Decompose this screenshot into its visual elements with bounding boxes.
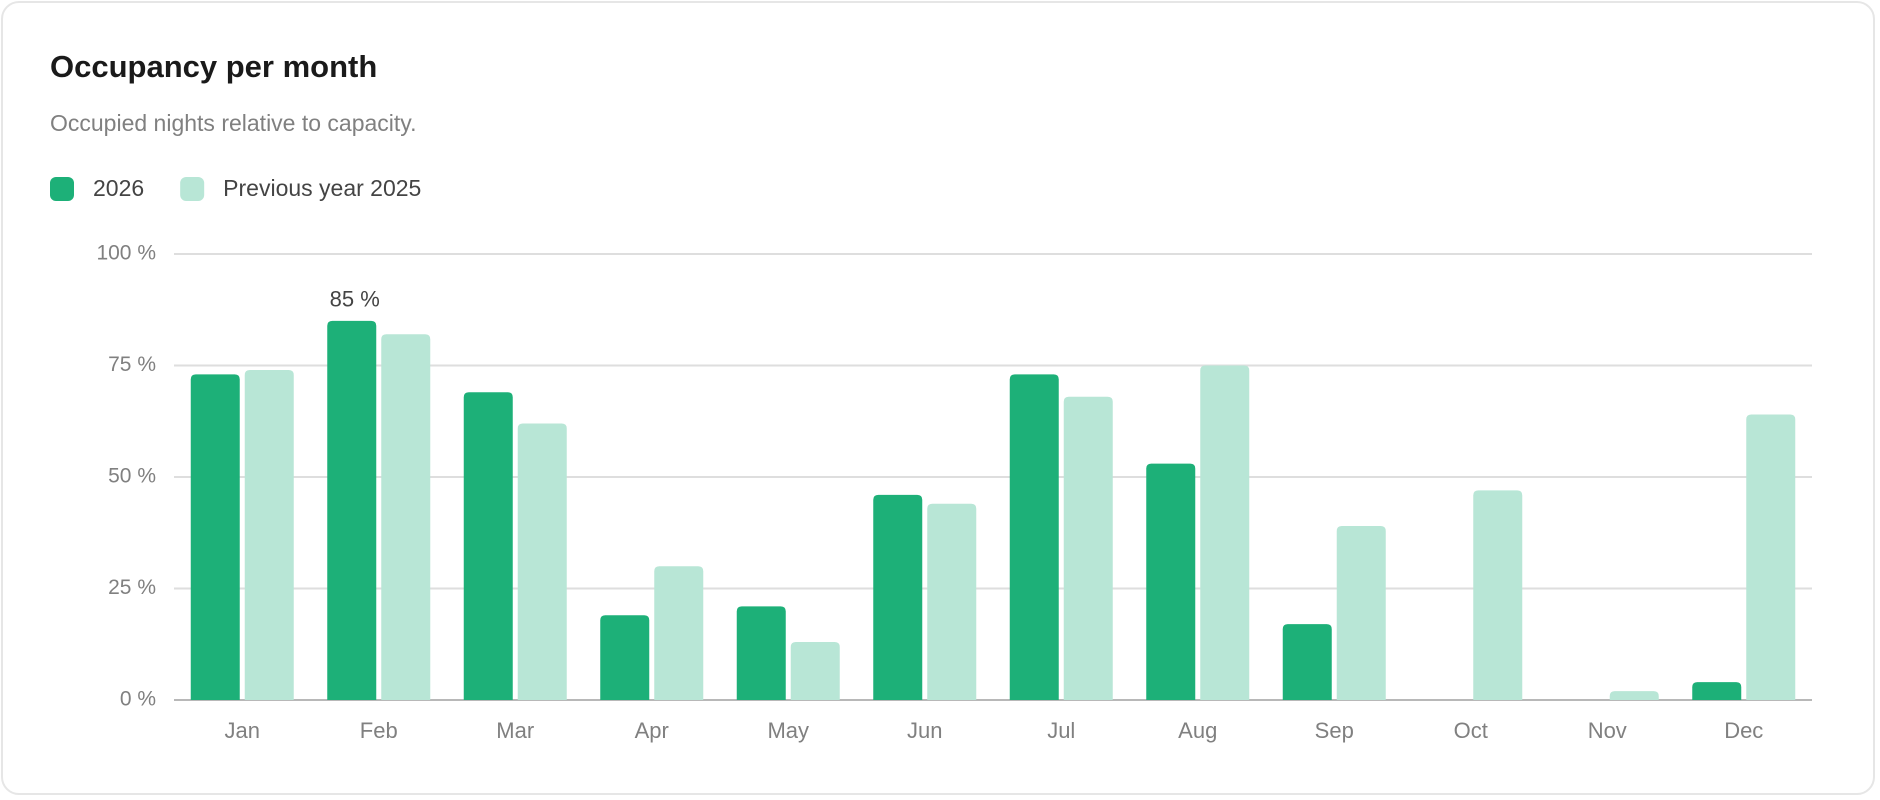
bar [1146,463,1196,700]
bar [873,494,923,700]
y-tick-label: 25 % [108,576,156,599]
x-tick-label: Mar [496,718,534,743]
y-tick-label: 100 % [96,242,156,265]
bar [1063,396,1113,700]
bar [381,334,431,700]
y-tick-label: 50 % [108,465,156,488]
bar [654,566,704,700]
bar [736,606,786,700]
bar [790,642,840,700]
x-tick-label: Dec [1724,718,1763,743]
x-tick-label: Apr [635,718,669,743]
bar [244,369,294,700]
bar [327,320,377,700]
bar [1609,691,1659,700]
x-tick-label: Jul [1047,718,1075,743]
legend-label: 2026 [93,175,144,201]
bar [190,374,240,700]
y-tick-label: 0 % [120,688,156,711]
legend-swatch [50,177,74,201]
bar [927,503,977,700]
legend-swatch [180,177,205,201]
bar [463,392,513,700]
bar [1336,526,1386,700]
x-tick-label: May [767,718,809,743]
bar [1282,624,1332,700]
bar [517,423,567,700]
x-tick-label: Aug [1178,718,1217,743]
x-tick-label: Jan [225,718,260,743]
x-tick-label: Sep [1315,718,1354,743]
bar [1746,414,1796,700]
data-label: 85 % [330,287,380,312]
x-tick-label: Jun [907,718,942,743]
bar [1473,490,1523,700]
bar [1692,682,1742,700]
x-tick-label: Nov [1588,718,1627,743]
bar [600,615,650,700]
chart-title: Occupancy per month [50,49,377,84]
y-tick-label: 75 % [108,353,156,376]
x-tick-label: Oct [1454,718,1488,743]
chart-subtitle: Occupied nights relative to capacity. [50,110,416,136]
bar [1009,374,1059,700]
bar [1200,365,1250,700]
legend-label: Previous year 2025 [223,175,421,201]
x-tick-label: Feb [360,718,398,743]
